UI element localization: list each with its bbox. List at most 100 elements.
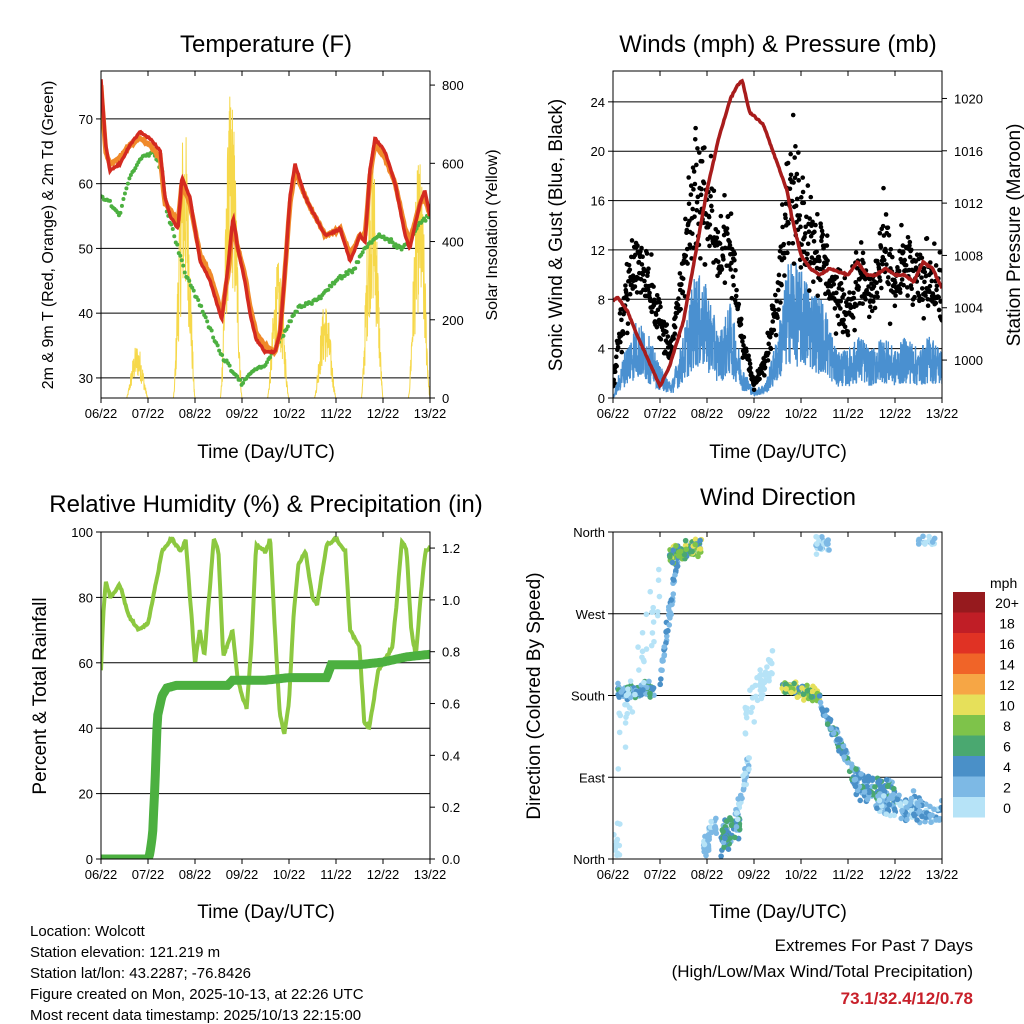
gust-point xyxy=(838,306,843,311)
direction-point xyxy=(622,744,629,750)
direction-point xyxy=(650,685,657,691)
direction-point xyxy=(721,844,727,850)
gust-point xyxy=(907,239,913,245)
direction-point xyxy=(703,852,709,859)
dewpoint-point xyxy=(227,363,232,368)
gust-point xyxy=(714,235,720,241)
dewpoint-point xyxy=(238,377,243,382)
gust-point xyxy=(688,192,694,197)
direction-point xyxy=(742,770,748,777)
gust-point xyxy=(787,186,793,192)
gust-point xyxy=(781,241,787,247)
direction-point xyxy=(665,604,672,610)
direction-point xyxy=(891,806,898,813)
dewpoint-point xyxy=(205,319,210,324)
gust-point xyxy=(883,212,889,217)
direction-point xyxy=(722,835,728,842)
direction-point xyxy=(742,730,749,737)
legend-swatch xyxy=(953,694,985,715)
direction-point xyxy=(672,572,678,578)
winds-title: Winds (mph) & Pressure (mb) xyxy=(619,31,936,58)
dewpoint-point xyxy=(200,309,205,314)
gust-point xyxy=(680,289,686,295)
gust-point xyxy=(798,195,804,200)
gust-point xyxy=(908,247,914,253)
direction-point xyxy=(614,852,620,859)
direction-point xyxy=(788,689,795,696)
gust-point xyxy=(627,267,633,273)
direction-point xyxy=(810,683,816,690)
gust-point xyxy=(929,278,935,284)
gust-point xyxy=(919,255,925,261)
gust-point xyxy=(626,262,632,268)
direction-point xyxy=(663,629,669,635)
gust-point xyxy=(645,270,651,275)
direction-point xyxy=(910,811,917,817)
direction-point xyxy=(851,777,858,783)
gust-point xyxy=(866,314,872,320)
gust-point xyxy=(778,300,783,305)
direction-point xyxy=(667,554,673,560)
direction-xtick-label: 13/22 xyxy=(926,867,959,882)
pressure-line xyxy=(613,78,942,389)
gust-point xyxy=(719,266,725,272)
gust-point xyxy=(701,180,707,186)
gust-point xyxy=(690,165,696,170)
gust-point xyxy=(715,229,721,235)
direction-point xyxy=(874,805,880,812)
direction-point xyxy=(682,537,689,544)
direction-point xyxy=(841,754,847,761)
legend-label: 0 xyxy=(1003,800,1011,816)
gust-point xyxy=(928,260,933,265)
gust-point xyxy=(885,275,891,280)
latlon-text: Station lat/lon: 43.2287; -76.8426 xyxy=(30,965,251,982)
gust-point xyxy=(887,321,893,327)
direction-xtick-label: 07/22 xyxy=(644,867,677,882)
direction-point xyxy=(890,785,897,792)
gust-point xyxy=(934,287,939,293)
direction-point xyxy=(655,577,662,584)
direction-point xyxy=(733,824,740,830)
direction-point xyxy=(713,830,720,837)
dewpoint-point xyxy=(124,186,129,191)
gust-point xyxy=(675,302,681,308)
legend-swatch xyxy=(953,756,985,777)
dewpoint-point xyxy=(281,333,286,338)
direction-point xyxy=(761,686,768,693)
direction-point xyxy=(728,817,735,823)
gust-point xyxy=(698,192,704,198)
gust-point xyxy=(818,221,823,226)
gust-point xyxy=(694,207,700,213)
direction-point xyxy=(836,748,842,754)
gust-point xyxy=(874,280,879,286)
gust-point xyxy=(618,339,623,345)
temperature-ytick-right-label: 200 xyxy=(442,313,464,328)
gust-point xyxy=(644,251,650,256)
gust-point xyxy=(639,245,644,251)
gust-point xyxy=(613,380,617,386)
gust-point xyxy=(623,289,629,295)
gust-point xyxy=(796,178,802,183)
gust-point xyxy=(919,286,925,291)
direction-point xyxy=(701,841,708,848)
gust-point xyxy=(774,298,780,304)
gust-point xyxy=(766,341,772,347)
direction-point xyxy=(864,796,871,803)
gust-point xyxy=(831,281,837,287)
legend-swatch xyxy=(953,715,985,736)
gust-point xyxy=(899,277,905,282)
location-text: Location: Wolcott xyxy=(30,923,146,940)
gust-point xyxy=(839,287,845,292)
dewpoint-point xyxy=(209,328,214,333)
gust-point xyxy=(802,234,807,240)
gust-point xyxy=(880,261,885,267)
gust-point xyxy=(692,181,698,187)
gust-point xyxy=(800,175,806,180)
temperature-ytick-label: 70 xyxy=(79,112,93,127)
legend-label: 16 xyxy=(999,636,1015,652)
direction-point xyxy=(904,816,910,823)
gust-point xyxy=(811,279,816,285)
direction-point xyxy=(626,705,633,711)
gust-point xyxy=(657,300,663,305)
legend-label: 6 xyxy=(1003,739,1011,755)
